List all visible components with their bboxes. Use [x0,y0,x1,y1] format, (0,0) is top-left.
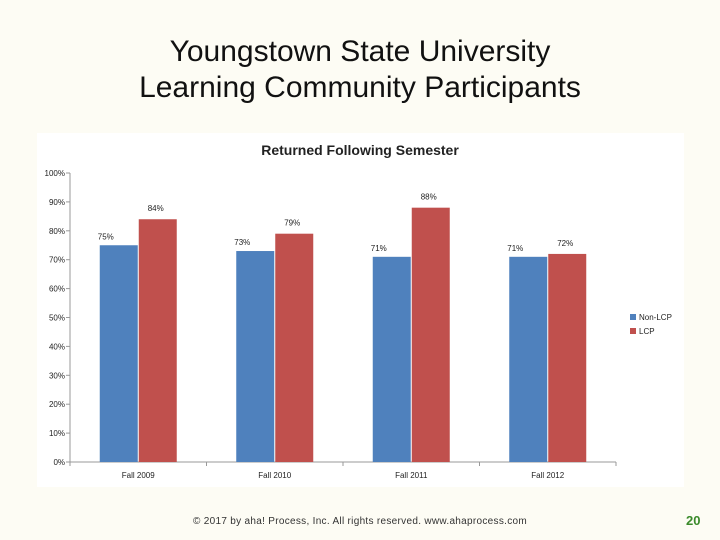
copyright-footer: © 2017 by aha! Process, Inc. All rights … [192,516,528,527]
legend-label-lcp: LCP [639,327,655,336]
x-tick-label: Fall 2009 [122,471,155,480]
y-tick-label: 70% [49,256,65,265]
bar-non-lcp-1 [236,251,275,462]
y-tick-label: 40% [49,342,65,351]
y-tick-label: 60% [49,285,65,294]
y-tick-label: 100% [45,169,65,178]
y-tick-label: 10% [49,429,65,438]
data-label: 71% [371,244,387,253]
y-tick-label: 80% [49,227,65,236]
bar-non-lcp-2 [372,256,411,462]
data-label: 73% [234,238,250,247]
bar-lcp-2 [411,207,450,462]
y-tick-label: 90% [49,198,65,207]
slide-title-line-1: Youngstown State University [169,35,551,68]
data-label: 75% [98,232,114,241]
chart-title: Returned Following Semester [261,142,459,158]
bar-non-lcp-0 [99,245,138,462]
bar-lcp-0 [138,219,177,462]
bar-lcp-1 [275,233,314,462]
legend-label-non-lcp: Non-LCP [639,313,672,322]
y-tick-label: 30% [49,371,65,380]
data-label: 88% [421,193,437,202]
data-label: 79% [284,219,300,228]
bar-lcp-3 [548,253,587,462]
data-label: 71% [507,244,523,253]
legend-swatch-non-lcp [630,314,636,320]
legend-swatch-lcp [630,328,636,334]
x-tick-label: Fall 2011 [395,471,428,480]
x-tick-label: Fall 2012 [531,471,564,480]
bar-non-lcp-3 [509,256,548,462]
data-label: 84% [148,204,164,213]
bar-chart: Returned Following Semester 0% 10% 20% 30% 40… [45,142,672,480]
slide-title: Youngstown State University Learning Com… [0,34,720,106]
y-tick-label: 0% [53,458,65,467]
y-tick-label: 20% [49,400,65,409]
slide-title-line-2: Learning Community Participants [139,71,581,104]
y-tick-label: 50% [49,314,65,323]
page-number: 20 [686,513,701,528]
chart-panel: Returned Following Semester 0% 10% 20% 30% 40… [37,133,684,487]
x-tick-label: Fall 2010 [258,471,291,480]
data-label: 72% [557,239,573,248]
